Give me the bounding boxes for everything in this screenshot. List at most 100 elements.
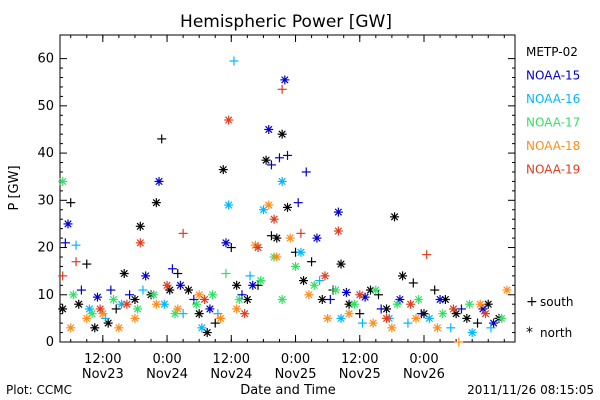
- legend-item: METP-02: [526, 45, 578, 59]
- data-point: [159, 299, 169, 309]
- data-point: [213, 309, 223, 319]
- data-point: [151, 198, 161, 208]
- data-point: [240, 309, 250, 319]
- data-point: [467, 328, 477, 338]
- data-point: [283, 150, 292, 160]
- data-point: [269, 214, 279, 224]
- marker-legend-item: * north: [526, 325, 572, 341]
- data-point: [101, 313, 110, 323]
- data-point: [245, 271, 255, 281]
- data-point: [135, 238, 145, 248]
- data-point: [424, 313, 434, 323]
- x-tick-label-date: Nov23: [82, 367, 124, 382]
- plot-area: [59, 34, 516, 343]
- data-point: [208, 290, 218, 300]
- data-point: [277, 84, 287, 94]
- data-point: [416, 309, 426, 319]
- data-point: [376, 304, 386, 314]
- data-point: [76, 285, 86, 295]
- x-tick-label-time: 0:00: [409, 352, 438, 367]
- y-tick-label: 50: [37, 99, 54, 114]
- data-point: [205, 304, 215, 314]
- data-point: [438, 309, 448, 319]
- data-point: [368, 318, 378, 328]
- data-point: [92, 292, 102, 302]
- data-point: [194, 309, 204, 319]
- data-point: [299, 276, 309, 286]
- data-point: [224, 115, 234, 125]
- legend-item: NOAA-18: [526, 139, 580, 153]
- data-point: [71, 240, 81, 250]
- data-point: [232, 304, 242, 314]
- data-point: [109, 294, 119, 304]
- y-axis: 0 10 20 30 40 50 60: [37, 52, 515, 350]
- data-point: [331, 285, 341, 295]
- data-point: [392, 299, 402, 309]
- data-point: [309, 280, 319, 290]
- data-point: [312, 233, 322, 243]
- data-point: [336, 313, 346, 323]
- x-tick-label-date: Nov24: [146, 367, 188, 382]
- data-point: [475, 299, 485, 309]
- marker-legend-symbol: +: [526, 294, 538, 310]
- data-points: [58, 56, 512, 347]
- data-point: [465, 299, 474, 309]
- data-point: [178, 228, 188, 238]
- legend: METP-02 NOAA-15 NOAA-16 NOAA-17 NOAA-18 NOAA-…: [526, 45, 580, 177]
- data-point: [114, 323, 124, 333]
- data-point: [141, 271, 151, 281]
- data-point: [66, 323, 76, 333]
- x-tick-label-date: Nov24: [210, 367, 252, 382]
- data-point: [74, 299, 84, 309]
- data-point: [175, 280, 185, 290]
- marker-legend-item: + south: [526, 294, 574, 310]
- data-point: [82, 313, 92, 323]
- data-point: [390, 212, 400, 222]
- data-point: [344, 309, 354, 319]
- data-point: [446, 323, 456, 333]
- chart-title: Hemispheric Power [GW]: [180, 12, 392, 32]
- data-point: [280, 75, 290, 85]
- data-point: [256, 276, 266, 286]
- data-point: [226, 243, 236, 253]
- data-point: [435, 294, 445, 304]
- data-point: [315, 276, 325, 286]
- data-point: [454, 337, 464, 347]
- data-point: [333, 226, 343, 236]
- data-point: [456, 304, 466, 314]
- data-point: [277, 294, 287, 304]
- data-point: [478, 304, 488, 314]
- data-point: [266, 160, 276, 170]
- data-point: [151, 299, 161, 309]
- legend-item: NOAA-15: [526, 69, 580, 83]
- data-point: [486, 323, 496, 333]
- data-point: [216, 313, 226, 323]
- data-point: [432, 323, 442, 333]
- data-point: [272, 252, 282, 262]
- data-point: [234, 294, 244, 304]
- marker-legend-label: south: [540, 295, 574, 309]
- data-point: [58, 176, 68, 186]
- data-point: [221, 238, 231, 248]
- data-point: [149, 290, 159, 300]
- y-tick-label: 30: [37, 193, 54, 208]
- data-point: [248, 280, 258, 290]
- data-point: [277, 176, 287, 186]
- data-point: [285, 233, 295, 243]
- data-point: [387, 323, 397, 333]
- data-point: [68, 290, 78, 300]
- data-point: [106, 285, 116, 295]
- data-point: [296, 247, 306, 257]
- y-tick-label: 40: [37, 146, 54, 161]
- data-point: [374, 290, 383, 300]
- data-point: [60, 238, 70, 248]
- legend-item: NOAA-19: [526, 163, 580, 177]
- data-point: [403, 318, 413, 328]
- data-point: [221, 269, 231, 279]
- data-point: [355, 309, 365, 319]
- data-point: [82, 259, 92, 269]
- x-tick-label-time: 12:00: [213, 352, 250, 367]
- data-point: [430, 285, 440, 295]
- x-tick-label-date: Nov25: [339, 367, 381, 382]
- x-tick-label-time: 0:00: [152, 352, 181, 367]
